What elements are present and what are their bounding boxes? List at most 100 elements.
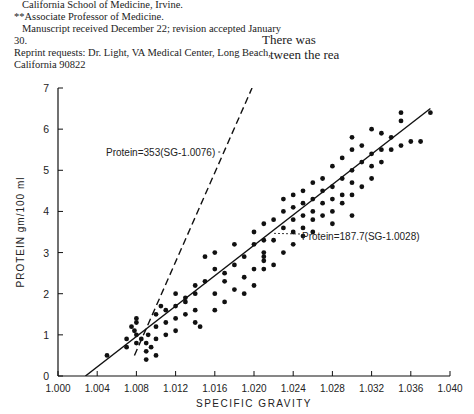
- x-tick: [175, 371, 176, 376]
- x-tick: [371, 371, 372, 376]
- point: [301, 188, 306, 193]
- point: [173, 328, 178, 333]
- point: [301, 225, 306, 230]
- point: [408, 139, 413, 144]
- point: [242, 291, 247, 296]
- y-tick: [58, 293, 63, 294]
- y-axis-label: PROTEIN gm/100 ml: [15, 177, 26, 288]
- point: [222, 279, 227, 284]
- point: [146, 332, 151, 337]
- y-tick: [58, 129, 63, 130]
- point: [232, 287, 237, 292]
- point: [350, 180, 355, 185]
- point: [173, 316, 178, 321]
- point: [212, 250, 217, 255]
- point: [222, 300, 227, 305]
- point: [129, 324, 134, 329]
- point: [132, 328, 137, 333]
- point: [271, 263, 276, 268]
- point: [144, 357, 149, 362]
- point: [193, 283, 198, 288]
- header-line: 30.: [14, 35, 27, 46]
- y-tick-label: 0: [43, 370, 49, 382]
- point: [369, 164, 374, 169]
- point: [252, 230, 257, 235]
- y-tick-label: 7: [43, 82, 49, 94]
- point: [340, 193, 345, 198]
- point: [271, 238, 276, 243]
- point: [301, 213, 306, 218]
- point: [350, 147, 355, 152]
- y-tick-label: 6: [43, 123, 49, 135]
- point: [154, 353, 159, 358]
- point: [261, 254, 266, 259]
- point: [154, 324, 159, 329]
- point: [281, 225, 286, 230]
- point: [291, 242, 296, 247]
- point: [212, 267, 217, 272]
- point: [291, 193, 296, 198]
- x-tick-label: 1.020: [241, 383, 266, 394]
- point: [428, 110, 433, 115]
- point: [193, 320, 198, 325]
- header-line: **Associate Professor of Medicine.: [14, 11, 164, 22]
- point: [222, 271, 227, 276]
- point: [198, 324, 203, 329]
- point: [310, 180, 315, 185]
- column-line: There was: [262, 32, 316, 47]
- fit-line: [85, 109, 430, 376]
- x-tick: [410, 371, 411, 376]
- line-annotation: Protein=187.7(SG-1.0028): [302, 231, 420, 242]
- header-line: Reprint requests: Dr. Light, VA Medical …: [14, 47, 271, 58]
- point: [369, 127, 374, 132]
- point: [203, 254, 208, 259]
- point: [134, 341, 139, 346]
- point: [271, 217, 276, 222]
- y-tick-label: 1: [43, 329, 49, 341]
- point: [359, 143, 364, 148]
- header-line: Manuscript received December 22; revisio…: [22, 23, 282, 34]
- point: [330, 209, 335, 214]
- point: [330, 221, 335, 226]
- point: [291, 205, 296, 210]
- point: [310, 217, 315, 222]
- point: [320, 176, 325, 181]
- y-tick: [58, 376, 63, 377]
- header-line: California 90822: [14, 59, 85, 70]
- plot-area: [85, 88, 432, 376]
- point: [359, 184, 364, 189]
- line-annotation: Protein=353(SG-1.0076): [106, 147, 215, 158]
- point: [379, 160, 384, 165]
- point: [252, 267, 257, 272]
- point: [399, 110, 404, 115]
- x-tick-label: 1.012: [163, 383, 188, 394]
- point: [261, 267, 266, 272]
- point: [252, 283, 257, 288]
- point: [242, 275, 247, 280]
- point: [163, 320, 168, 325]
- y-tick-label: 2: [43, 288, 49, 300]
- annotation-leader: [274, 233, 300, 235]
- x-tick-label: 1.004: [85, 383, 110, 394]
- point: [124, 337, 129, 342]
- point: [144, 341, 149, 346]
- y-tick: [58, 170, 63, 171]
- x-tick: [97, 371, 98, 376]
- annotations: Protein=353(SG-1.0076) Protein=187.7(SG-1…: [106, 147, 420, 242]
- point: [232, 263, 237, 268]
- point: [399, 143, 404, 148]
- point: [350, 135, 355, 140]
- x-tick: [293, 371, 294, 376]
- x-tick: [136, 371, 137, 376]
- annotation-leader: [218, 152, 222, 153]
- point: [320, 201, 325, 206]
- x-tick-label: 1.024: [281, 383, 306, 394]
- point: [310, 209, 315, 214]
- x-tick-label: 1.000: [45, 383, 70, 394]
- point: [340, 156, 345, 161]
- point: [212, 308, 217, 313]
- point: [330, 197, 335, 202]
- point: [350, 213, 355, 218]
- y-tick-label: 4: [43, 205, 49, 217]
- point: [232, 242, 237, 247]
